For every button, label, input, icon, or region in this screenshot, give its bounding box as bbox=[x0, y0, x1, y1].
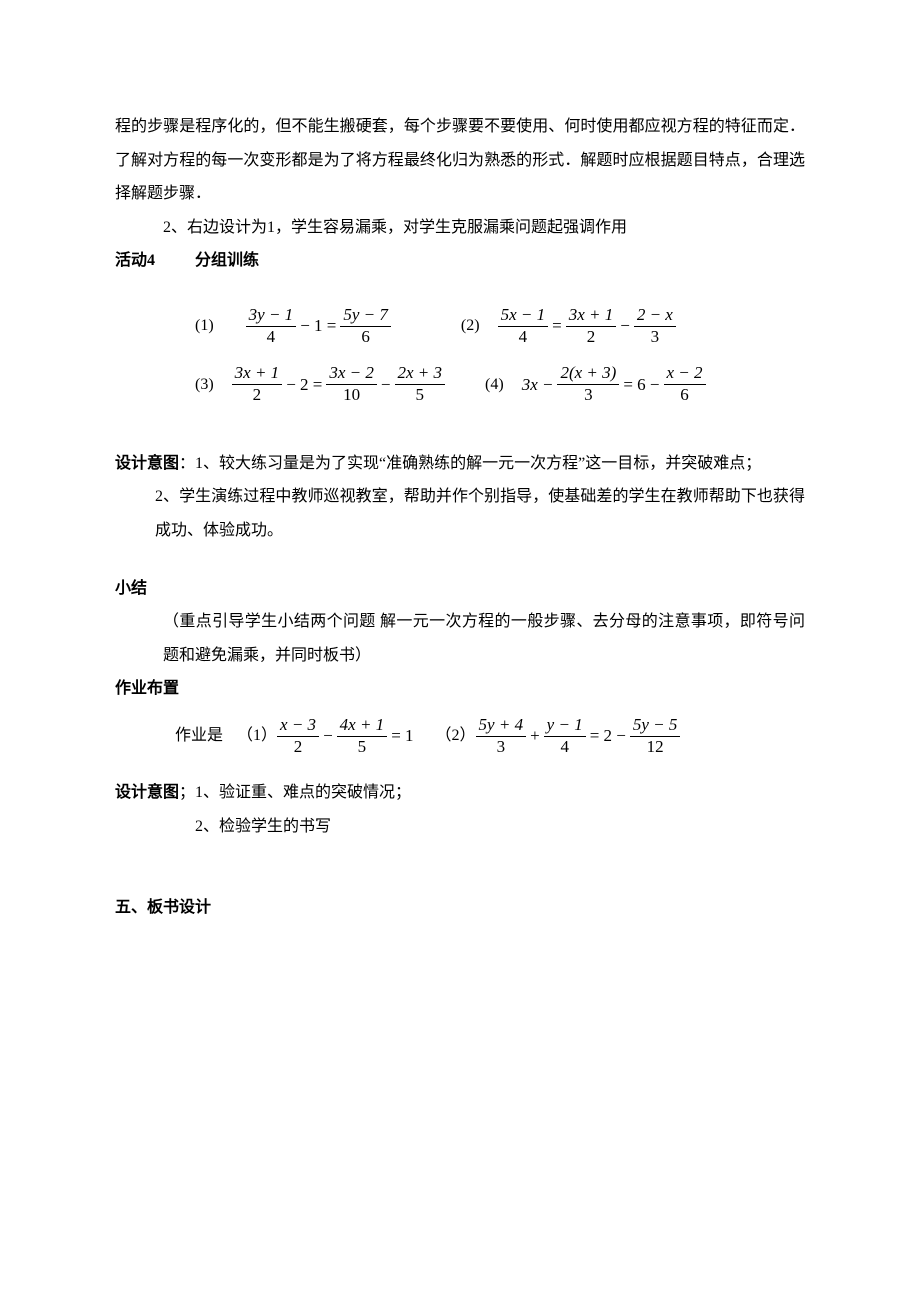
eq1-num2: 5y − 7 bbox=[340, 306, 391, 327]
design-intent-b: 设计意图；1、验证重、难点的突破情况； bbox=[115, 776, 805, 810]
homework-row: 作业是 （1） x − 32 − 4x + 15 = 1 （2） 5y + 43… bbox=[115, 716, 805, 756]
eq4-pre: 3x − bbox=[522, 367, 558, 403]
eq-label-4: (4) bbox=[485, 368, 504, 402]
eq2-op1: = bbox=[548, 308, 566, 344]
equation-4: 3x − 2(x + 3)3 = 6 − x − 26 bbox=[522, 364, 706, 404]
eq4-den1: 3 bbox=[557, 385, 619, 405]
summary-heading: 小结 bbox=[115, 572, 805, 606]
hw2-den2: 4 bbox=[544, 737, 586, 757]
paragraph-note-2: 2、右边设计为1，学生容易漏乘，对学生克服漏乘问题起强调作用 bbox=[115, 211, 805, 245]
design2-label: 设计意图 bbox=[115, 784, 179, 801]
hw2-den1: 3 bbox=[476, 737, 527, 757]
eq3-den1: 2 bbox=[232, 385, 283, 405]
hw2-den3: 12 bbox=[630, 737, 681, 757]
eq4-den2: 6 bbox=[664, 385, 706, 405]
activity-4-heading: 活动4 分组训练 bbox=[115, 244, 805, 278]
equation-2: 5x − 14 = 3x + 12 − 2 − x3 bbox=[498, 306, 676, 346]
eq3-den3: 5 bbox=[395, 385, 446, 405]
eq3-num3: 2x + 3 bbox=[395, 364, 446, 385]
homework-eq-1: x − 32 − 4x + 15 = 1 bbox=[277, 716, 418, 756]
hw2-mid: = 2 − bbox=[586, 718, 630, 754]
homework-heading: 作业布置 bbox=[115, 672, 805, 706]
summary-body: （重点引导学生小结两个问题 解一元一次方程的一般步骤、去分母的注意事项，即符号问… bbox=[115, 605, 805, 672]
eq2-num3: 2 − x bbox=[634, 306, 676, 327]
eq3-mid1: − 2 = bbox=[282, 367, 326, 403]
design-text-1: 1、较大练习量是为了实现“准确熟练的解一元一次方程”这一目标，并突破难点； bbox=[195, 455, 761, 472]
design-intent-2: 2、学生演练过程中教师巡视教室，帮助并作个别指导，使基础差的学生在教师帮助下也获… bbox=[115, 480, 805, 547]
eq-label-2: (2) bbox=[461, 309, 480, 343]
eq3-den2: 10 bbox=[326, 385, 377, 405]
activity-4-title: 分组训练 bbox=[195, 252, 259, 269]
homework-text: 作业是 bbox=[175, 719, 223, 753]
board-design-heading: 五、板书设计 bbox=[115, 891, 805, 925]
eq2-den1: 4 bbox=[498, 327, 549, 347]
hw1-num1: x − 3 bbox=[277, 716, 319, 737]
equation-1: 3y − 14 − 1 = 5y − 76 bbox=[246, 306, 391, 346]
homework-eq-2: 5y + 43 + y − 14 = 2 − 5y − 512 bbox=[476, 716, 681, 756]
hw2-op1: + bbox=[526, 718, 544, 754]
hw1-num2: 4x + 1 bbox=[337, 716, 388, 737]
design2-text-a: 1、验证重、难点的突破情况； bbox=[195, 784, 411, 801]
hw1-rhs: = 1 bbox=[387, 718, 417, 754]
eq-label-3: (3) bbox=[195, 368, 214, 402]
hw-label-2: （2） bbox=[436, 719, 476, 753]
eq1-mid: − 1 = bbox=[296, 308, 340, 344]
equation-3: 3x + 12 − 2 = 3x − 210 − 2x + 35 bbox=[232, 364, 445, 404]
hw2-num2: y − 1 bbox=[544, 716, 586, 737]
eq2-den3: 3 bbox=[634, 327, 676, 347]
activity-4-label: 活动4 bbox=[115, 252, 155, 269]
eq3-num1: 3x + 1 bbox=[232, 364, 283, 385]
eq4-num1: 2(x + 3) bbox=[557, 364, 619, 385]
design-text-2: 2、学生演练过程中教师巡视教室，帮助并作个别指导，使基础差的学生在教师帮助下也获… bbox=[155, 488, 805, 539]
eq1-den2: 6 bbox=[340, 327, 391, 347]
paragraph-continuation: 程的步骤是程序化的，但不能生搬硬套，每个步骤要不要使用、何时使用都应视方程的特征… bbox=[115, 110, 805, 211]
hw1-den1: 2 bbox=[277, 737, 319, 757]
design-intent-b2: 2、检验学生的书写 bbox=[115, 810, 805, 844]
eq-label-1: (1) bbox=[195, 309, 214, 343]
equation-row-2: (3) 3x + 12 − 2 = 3x − 210 − 2x + 35 (4)… bbox=[115, 364, 805, 404]
eq2-num2: 3x + 1 bbox=[566, 306, 617, 327]
hw2-num1: 5y + 4 bbox=[476, 716, 527, 737]
document-page: 程的步骤是程序化的，但不能生搬硬套，每个步骤要不要使用、何时使用都应视方程的特征… bbox=[0, 0, 920, 1302]
hw-label-1: （1） bbox=[237, 719, 277, 753]
eq4-mid: = 6 − bbox=[619, 367, 663, 403]
design2-semicolon: ； bbox=[179, 784, 195, 801]
eq4-num2: x − 2 bbox=[664, 364, 706, 385]
eq2-den2: 2 bbox=[566, 327, 617, 347]
equation-row-1: (1) 3y − 14 − 1 = 5y − 76 (2) 5x − 14 = … bbox=[115, 306, 805, 346]
eq3-num2: 3x − 2 bbox=[326, 364, 377, 385]
eq3-op2: − bbox=[377, 367, 395, 403]
design-intent-1: 设计意图：1、较大练习量是为了实现“准确熟练的解一元一次方程”这一目标，并突破难… bbox=[115, 447, 805, 481]
hw2-num3: 5y − 5 bbox=[630, 716, 681, 737]
eq2-num1: 5x − 1 bbox=[498, 306, 549, 327]
hw1-op1: − bbox=[319, 718, 337, 754]
design-colon: ： bbox=[179, 455, 195, 472]
eq2-op2: − bbox=[616, 308, 634, 344]
eq1-num1: 3y − 1 bbox=[246, 306, 297, 327]
eq1-den1: 4 bbox=[246, 327, 297, 347]
design-label: 设计意图 bbox=[115, 455, 179, 472]
hw1-den2: 5 bbox=[337, 737, 388, 757]
